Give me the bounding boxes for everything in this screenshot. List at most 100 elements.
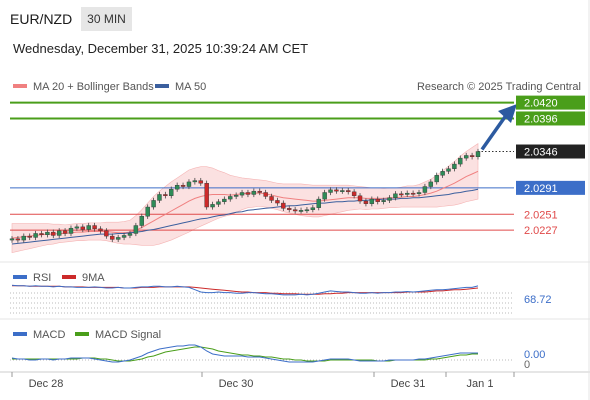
candle-body bbox=[192, 180, 198, 183]
candle-body bbox=[475, 151, 481, 158]
ma50-line bbox=[11, 188, 479, 245]
support-label-5: 2.0227 bbox=[524, 225, 558, 237]
candle-body bbox=[422, 186, 428, 193]
candle-body bbox=[275, 200, 280, 204]
chart-header: EUR/NZD 30 MIN Wednesday, December 31, 2… bbox=[0, 0, 590, 70]
candle-body bbox=[304, 209, 310, 212]
ma20-legend-label: MA 20 + Bollinger Bands bbox=[33, 81, 154, 93]
rsi-legend-swatch bbox=[13, 275, 27, 279]
candle-body bbox=[322, 192, 327, 200]
rsi-legend: RSI 9MA bbox=[13, 272, 105, 284]
candle-body bbox=[115, 237, 121, 240]
bollinger-bands bbox=[11, 143, 479, 254]
candle-body bbox=[151, 200, 156, 208]
candle-body bbox=[369, 198, 375, 204]
candle-body bbox=[39, 233, 44, 235]
candle-body bbox=[62, 230, 68, 234]
candle-body bbox=[446, 168, 451, 172]
candle-body bbox=[287, 208, 292, 210]
resistance-tag-bg-0 bbox=[516, 95, 585, 110]
ma20-legend-swatch bbox=[13, 84, 27, 88]
rsi9ma-legend-label: 9MA bbox=[82, 272, 105, 284]
datetime-label: Wednesday, December 31, 2025 10:39:24 AM… bbox=[13, 41, 309, 56]
candle-body bbox=[387, 197, 392, 201]
forecast-arrow-head bbox=[498, 104, 517, 123]
candle-body bbox=[257, 190, 262, 193]
candle-body bbox=[21, 235, 26, 241]
x-tick-label-3: Jan 1 bbox=[467, 378, 494, 390]
x-tick-label-0: Dec 28 bbox=[29, 378, 64, 390]
macd-last-label: 0.00 bbox=[524, 349, 545, 361]
candle-body bbox=[452, 163, 457, 169]
candle-body bbox=[198, 180, 203, 184]
price-legend: MA 20 + Bollinger Bands MA 50 Research ©… bbox=[13, 81, 581, 93]
candle-body bbox=[363, 200, 369, 204]
candle-body bbox=[45, 231, 50, 235]
candle-body bbox=[15, 238, 21, 241]
candle-body bbox=[145, 206, 150, 217]
candle-body bbox=[410, 192, 416, 195]
x-axis: Dec 28 Dec 30 Dec 31 Jan 1 bbox=[11, 372, 515, 390]
candle-body bbox=[104, 230, 109, 237]
forecast-arrow bbox=[480, 104, 517, 151]
candle-body bbox=[458, 157, 463, 165]
candle-body bbox=[56, 230, 62, 236]
candle-body bbox=[263, 192, 268, 197]
macd-legend: MACD MACD Signal bbox=[13, 329, 161, 341]
candle-body bbox=[51, 231, 56, 236]
macd-signal-legend-label: MACD Signal bbox=[95, 329, 161, 341]
candle-body bbox=[416, 192, 422, 195]
candlesticks bbox=[9, 148, 481, 243]
candle-body bbox=[169, 188, 174, 196]
currency-pair-title: EUR/NZD bbox=[10, 11, 73, 27]
candle-body bbox=[316, 198, 321, 208]
candle-body bbox=[298, 210, 304, 212]
ma20-line bbox=[11, 170, 479, 239]
bollinger-band-area bbox=[11, 143, 479, 254]
candle-body bbox=[281, 202, 286, 209]
candle-body bbox=[222, 198, 227, 202]
candle-body bbox=[216, 201, 221, 205]
last-price-tag-bg bbox=[516, 144, 585, 159]
candle-body bbox=[186, 181, 192, 187]
candle-body bbox=[163, 194, 168, 196]
forecast-arrow-shaft bbox=[480, 112, 509, 151]
candle-body bbox=[357, 195, 363, 202]
macd-legend-swatch bbox=[13, 332, 27, 336]
rsi-line bbox=[11, 284, 479, 296]
resistance-tag-bg-1 bbox=[516, 111, 585, 126]
candle-body bbox=[80, 226, 85, 230]
candle-body bbox=[127, 233, 133, 236]
rsi-panel: 68.72 bbox=[10, 284, 552, 314]
candle-body bbox=[469, 155, 475, 157]
candle-body bbox=[121, 235, 127, 238]
macd-signal-line bbox=[12, 346, 478, 362]
candle-body bbox=[440, 171, 445, 176]
candle-body bbox=[434, 175, 439, 183]
candle-body bbox=[157, 194, 162, 201]
candle-body bbox=[399, 193, 404, 196]
candle-body bbox=[210, 204, 215, 208]
timeframe-badge[interactable]: 30 MIN bbox=[81, 7, 132, 31]
candle-body bbox=[239, 192, 245, 196]
candle-body bbox=[381, 200, 386, 202]
research-credit: Research © 2025 Trading Central bbox=[417, 81, 581, 93]
candle-body bbox=[133, 225, 139, 234]
support-label-4: 2.0251 bbox=[524, 209, 558, 221]
candle-body bbox=[334, 189, 339, 192]
candle-body bbox=[233, 194, 239, 197]
rsi-legend-label: RSI bbox=[33, 272, 51, 284]
moving-averages bbox=[11, 170, 479, 245]
macd-line bbox=[11, 344, 478, 363]
candle-body bbox=[428, 181, 434, 187]
ma50-legend-swatch bbox=[155, 84, 169, 88]
x-tick-label-2: Dec 31 bbox=[391, 378, 426, 390]
level-labels: 2.0420 2.0396 2.0346 2.0291 2.0251 2.0227 bbox=[516, 95, 585, 237]
candle-body bbox=[228, 196, 233, 200]
candle-body bbox=[174, 185, 180, 190]
candle-body bbox=[33, 233, 38, 238]
pivot-tag-bg-3 bbox=[516, 180, 585, 195]
candle-body bbox=[204, 183, 209, 208]
